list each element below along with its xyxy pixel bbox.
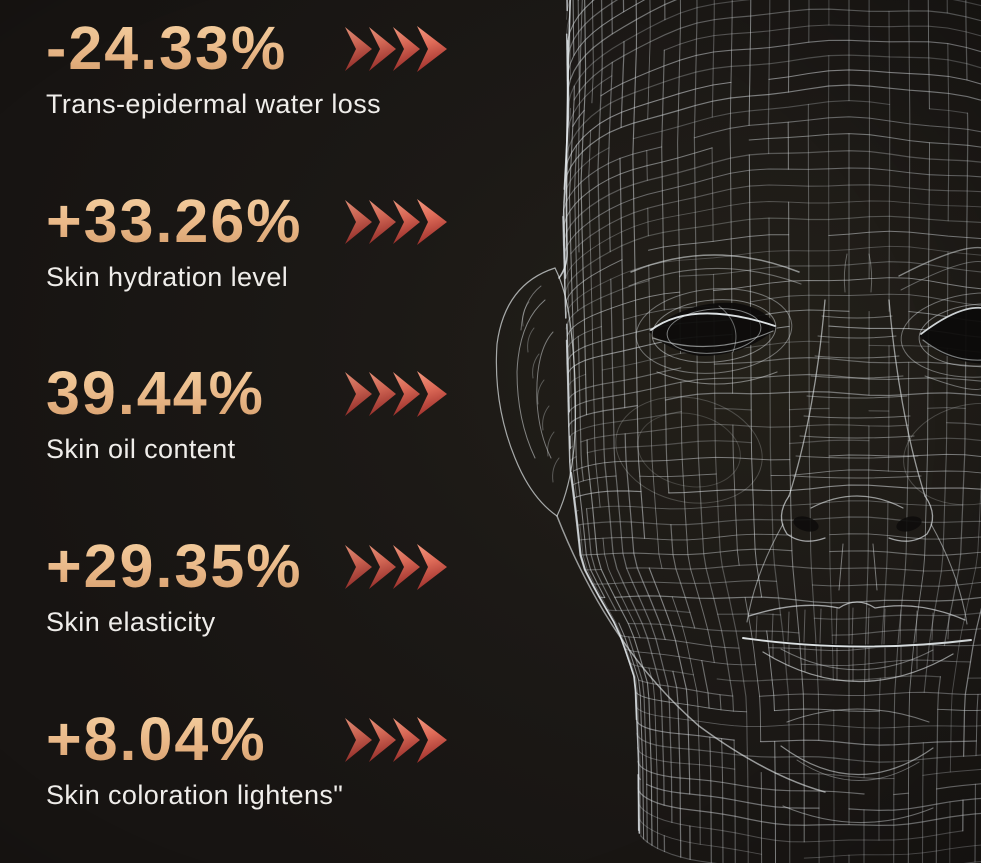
wireframe-face-illustration [495,0,981,863]
stat-value: +33.26% [46,187,303,255]
chevron-arrows-icon [345,371,447,417]
stat-value: 39.44% [46,359,265,427]
stat-value: +8.04% [46,705,267,773]
chevron-arrows-icon [345,26,447,72]
stats-panel: -24.33% Trans-epidermal water loss +33.2… [46,0,516,863]
chevron-arrows-icon [345,717,447,763]
stat-value: +29.35% [46,532,303,600]
chevron-arrows-icon [345,544,447,590]
chevron-arrows-icon [345,199,447,245]
stat-row-elasticity: +29.35% Skin elasticity [46,534,516,638]
stat-value: -24.33% [46,14,288,82]
stat-label: Skin coloration lightens" [46,779,344,810]
stat-label: Skin hydration level [46,261,289,292]
stat-row-water-loss: -24.33% Trans-epidermal water loss [46,16,516,120]
stat-row-coloration: +8.04% Skin coloration lightens" [46,707,516,811]
stat-label: Skin elasticity [46,606,216,637]
stat-label: Skin oil content [46,433,236,464]
stat-row-oil-content: 39.44% Skin oil content [46,361,516,465]
stat-label: Trans-epidermal water loss [46,88,382,119]
stat-row-hydration: +33.26% Skin hydration level [46,189,516,293]
